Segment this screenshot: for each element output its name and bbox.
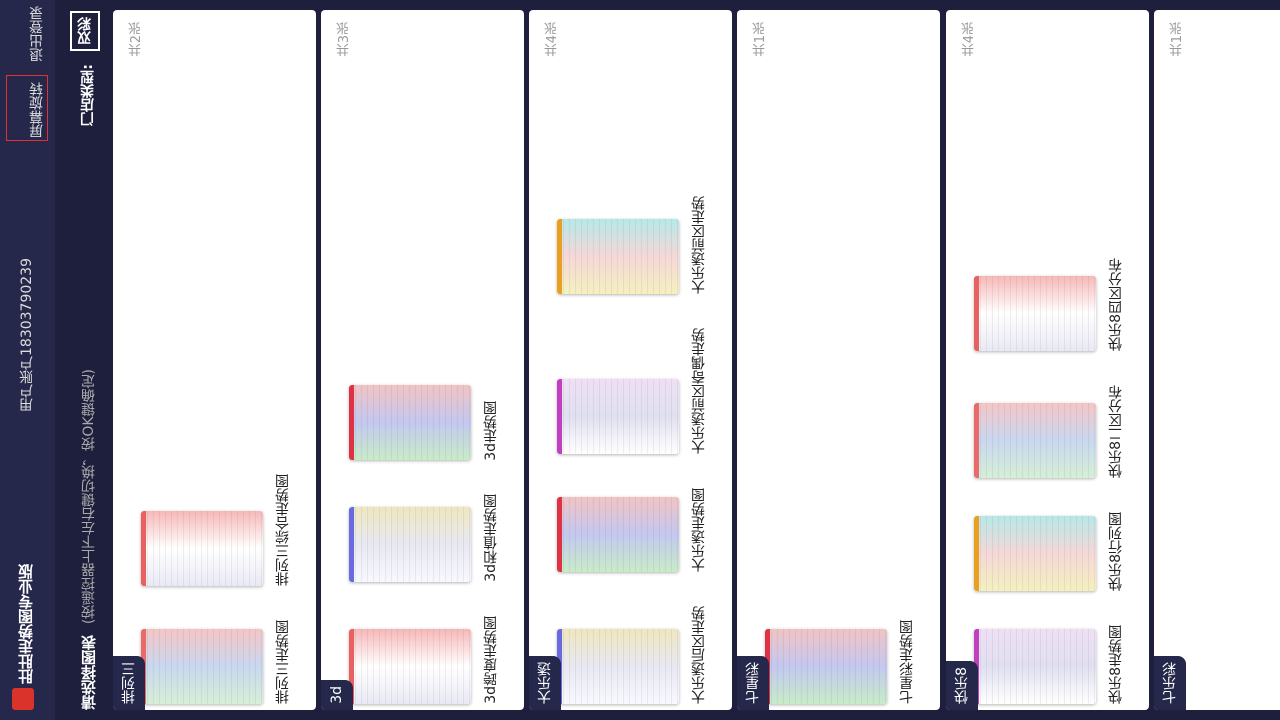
- chart-thumbnail: [557, 219, 679, 294]
- chart-count: 共3张: [337, 22, 352, 57]
- chart-item[interactable]: 大乐透前区走势: [557, 196, 709, 294]
- chart-label: 排列三走势图: [275, 620, 291, 704]
- rotate-label[interactable]: 屏幕旋转: [29, 82, 45, 138]
- chart-count: 共4张: [545, 22, 560, 57]
- chart-item[interactable]: 大乐透走势图: [557, 488, 709, 572]
- chart-list: 七星彩走势图: [765, 620, 917, 704]
- chart-count: 共1张: [1170, 22, 1185, 57]
- chart-count: 共1张: [753, 22, 768, 57]
- chart-thumbnail: [141, 629, 263, 704]
- chart-thumbnail: [557, 629, 679, 704]
- lottery-name: 大乐透: [537, 662, 553, 704]
- chart-count: 共2张: [129, 22, 144, 57]
- chart-label: 3d跨度走势图: [483, 616, 499, 704]
- chart-thumbnail: [974, 629, 1096, 704]
- chart-item[interactable]: 3d和值走势图: [349, 494, 501, 583]
- lottery-name: 七星彩: [745, 662, 761, 704]
- lottery-tab: 排列三: [113, 656, 145, 710]
- chart-item[interactable]: 排列三综合走势图: [141, 474, 293, 586]
- chart-card[interactable]: 共1张七星彩走势图七星彩: [737, 10, 940, 710]
- chart-list: 快乐8走势图 快乐8行列图 快乐8二区分布 快乐8四区分布: [974, 258, 1126, 704]
- lottery-tab: 七星彩: [737, 656, 769, 710]
- store-type-label: 门店类型:: [80, 64, 96, 126]
- chart-card[interactable]: 共4张快乐8走势图 快乐8行列图 快乐8二区分布 快乐8四区分布快乐8: [946, 10, 1149, 710]
- chart-thumbnail: [349, 507, 471, 583]
- chart-label: 大乐透前区走势: [691, 196, 707, 294]
- chart-item[interactable]: 大乐透后区走势: [557, 606, 709, 704]
- chart-label: 排列三综合走势图: [275, 474, 291, 586]
- chart-label: 3d和值走势图: [483, 494, 499, 583]
- prompt: 请选择图表: [80, 635, 98, 710]
- hint: (按遥控器上下左右键切换，按OK键确定): [81, 368, 97, 624]
- chart-item[interactable]: 七星彩走势图: [765, 620, 917, 704]
- chart-thumbnail: [557, 497, 679, 572]
- chart-label: 大乐透前区奇偶走势: [691, 328, 707, 454]
- chart-card[interactable]: 共1张七乐彩: [1154, 10, 1280, 710]
- lottery-name: 快乐8: [954, 667, 970, 704]
- chart-list: 排列三走势图 排列三综合走势图: [141, 474, 293, 704]
- store-type[interactable]: 双彩: [70, 11, 100, 51]
- account: 用户账户18303790239: [19, 258, 35, 412]
- chart-item[interactable]: 快乐8四区分布: [974, 258, 1126, 352]
- chart-thumbnail: [349, 629, 471, 704]
- chart-item[interactable]: 3d跨度走势图: [349, 616, 501, 704]
- lottery-tab: 七乐彩: [1154, 656, 1186, 710]
- chart-item[interactable]: 大乐透前区奇偶走势: [557, 328, 709, 454]
- chart-thumbnail: [974, 403, 1096, 479]
- chart-label: 快乐8行列图: [1108, 512, 1124, 592]
- chart-count: 共4张: [962, 22, 977, 57]
- chart-item[interactable]: 快乐8二区分布: [974, 385, 1126, 479]
- chart-label: 快乐8四区分布: [1108, 258, 1124, 352]
- lottery-name: 七乐彩: [1162, 662, 1178, 704]
- logo: [12, 688, 34, 710]
- lottery-tab: 大乐透: [529, 656, 561, 710]
- chart-thumbnail: [141, 511, 263, 586]
- chart-card[interactable]: 共3张 3d跨度走势图 3d和值走势图 3d走势图 3d: [321, 10, 524, 710]
- lottery-name: 排列三: [121, 662, 137, 704]
- chart-label: 大乐透走势图: [691, 488, 707, 572]
- chart-item[interactable]: 快乐8行列图: [974, 512, 1126, 592]
- chart-item[interactable]: 快乐8走势图: [974, 625, 1126, 704]
- chart-label: 快乐8走势图: [1108, 625, 1124, 704]
- chart-thumbnail: [765, 629, 887, 704]
- chart-item[interactable]: 3d走势图: [349, 385, 501, 461]
- lottery-tab: 快乐8: [946, 661, 978, 710]
- rotate-button[interactable]: [6, 75, 48, 141]
- chart-item[interactable]: 排列三走势图: [141, 620, 293, 704]
- chart-thumbnail: [557, 379, 679, 454]
- sidebar: [0, 0, 55, 720]
- chart-label: 七星彩走势图: [899, 620, 915, 704]
- chart-label: 3d走势图: [483, 400, 499, 461]
- logout[interactable]: 退出登录: [29, 6, 45, 62]
- chart-card[interactable]: 共4张大乐透后区走势 大乐透走势图 大乐透前区奇偶走势 大乐透前区走势大乐透: [529, 10, 732, 710]
- lottery-tab: 3d: [321, 680, 353, 710]
- chart-list: 3d跨度走势图 3d和值走势图 3d走势图: [349, 385, 501, 704]
- chart-card[interactable]: 共2张排列三走势图 排列三综合走势图排列三: [113, 10, 316, 710]
- lottery-name: 3d: [329, 686, 345, 704]
- chart-thumbnail: [349, 385, 471, 461]
- chart-label: 快乐8二区分布: [1108, 385, 1124, 479]
- chart-thumbnail: [974, 276, 1096, 352]
- chart-label: 大乐透后区走势: [691, 606, 707, 704]
- chart-list: 大乐透后区走势 大乐透走势图 大乐透前区奇偶走势 大乐透前区走势: [557, 196, 709, 704]
- chart-thumbnail: [974, 516, 1096, 592]
- app-title: 肚肚走势图专业版: [17, 564, 35, 684]
